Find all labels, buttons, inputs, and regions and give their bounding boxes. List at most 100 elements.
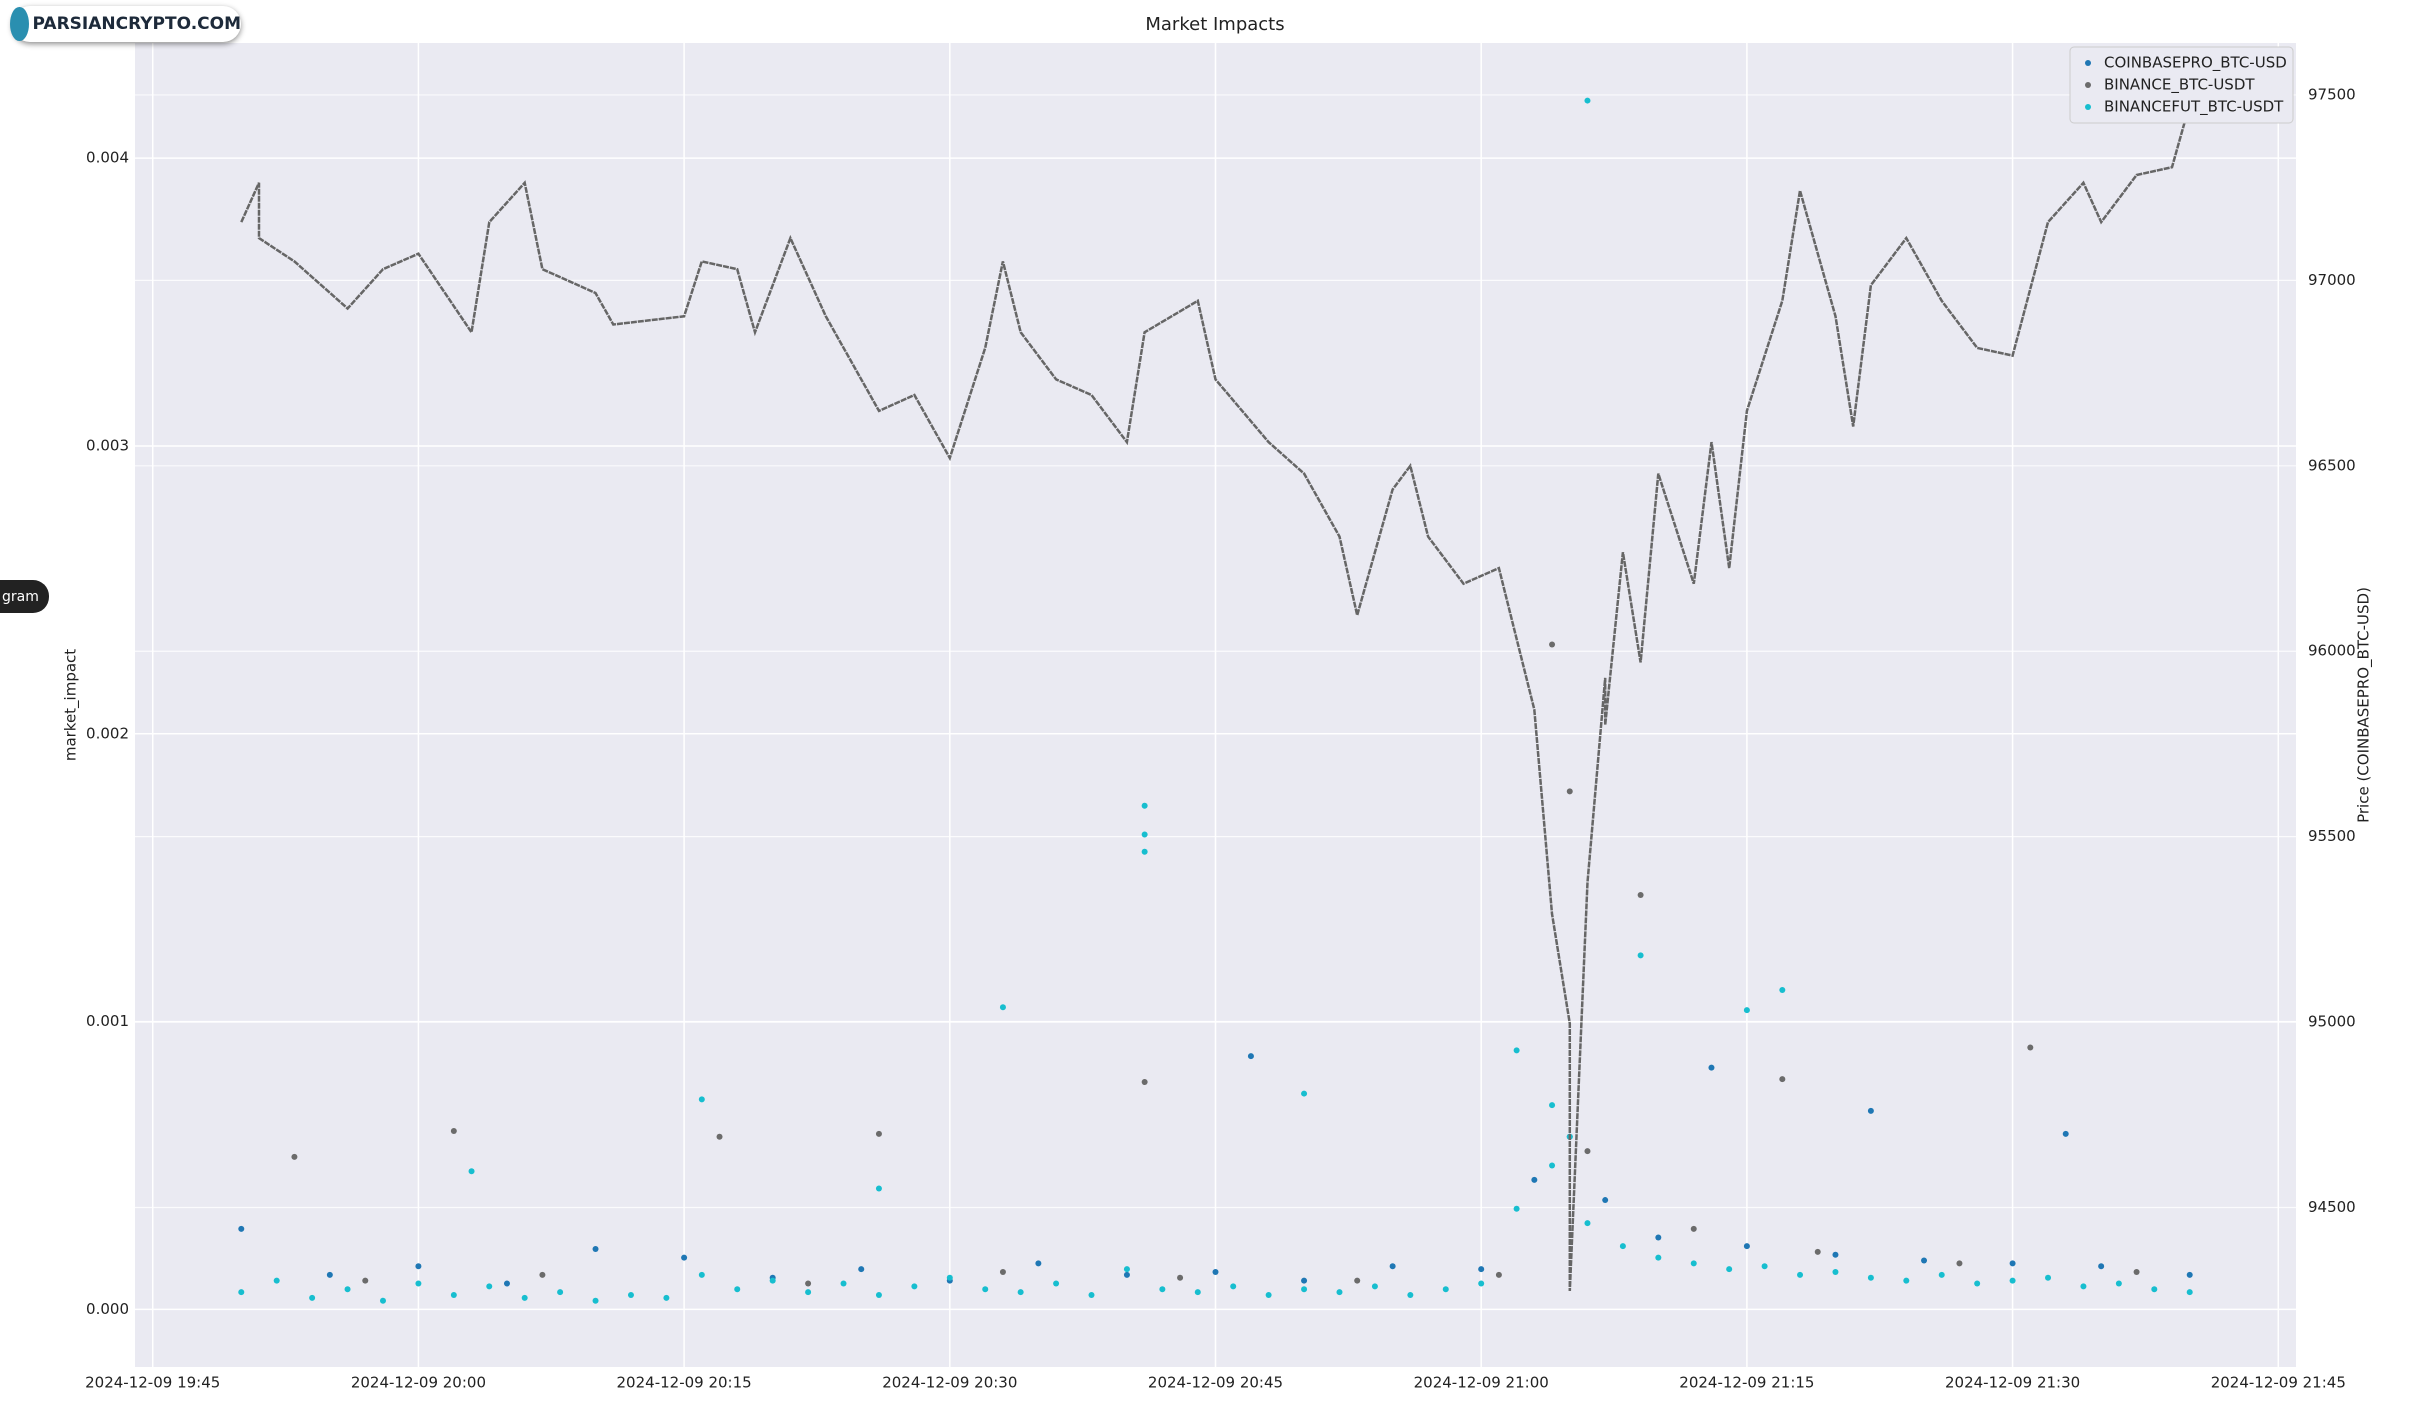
scatter-point [486, 1283, 493, 1290]
logo-icon [10, 7, 29, 41]
x-tick-label: 2024-12-09 20:30 [882, 1374, 1017, 1392]
y-tick-label: 0.001 [86, 1012, 129, 1030]
watermark-text: PARSIANCRYPTO.COM [32, 14, 241, 34]
scatter-point [1301, 1277, 1308, 1284]
scatter-point [1194, 1289, 1201, 1296]
scatter-point [1371, 1283, 1378, 1290]
scatter-point [999, 1004, 1006, 1011]
scatter-point [521, 1294, 528, 1301]
scatter-point [1141, 1079, 1148, 1086]
scatter-point [2062, 1130, 2069, 1137]
scatter-point [1779, 986, 1786, 993]
scatter-point [716, 1133, 723, 1140]
scatter-point [344, 1286, 351, 1293]
scatter-point [1407, 1292, 1414, 1299]
scatter-point [503, 1280, 510, 1287]
scatter-point [450, 1127, 457, 1134]
scatter-point [379, 1297, 386, 1304]
scatter-point [1637, 891, 1644, 898]
scatter-point [1832, 1269, 1839, 1276]
scatter-point [1814, 1248, 1821, 1255]
scatter-point [1797, 1271, 1804, 1278]
y2-axis-label: Price (COINBASEPRO_BTC-USD) [2355, 587, 2374, 823]
scatter-point [592, 1245, 599, 1252]
x-tick-label: 2024-12-09 19:45 [85, 1374, 220, 1392]
legend-label: BINANCEFUT_BTC-USDT [2104, 98, 2284, 117]
x-tick-label: 2024-12-09 21:45 [2211, 1374, 2346, 1392]
scatter-point [875, 1292, 882, 1299]
scatter-point [1265, 1292, 1272, 1299]
scatter-point [1779, 1076, 1786, 1083]
scatter-point [1655, 1234, 1662, 1241]
scatter-point [1549, 641, 1556, 648]
scatter-point [999, 1269, 1006, 1276]
scatter-point [2098, 1263, 2105, 1270]
price-line [240, 103, 2191, 1292]
x-tick-label: 2024-12-09 20:00 [351, 1374, 486, 1392]
scatter-point [982, 1286, 989, 1293]
scatter-point [238, 1289, 245, 1296]
scatter-point [1177, 1274, 1184, 1281]
scatter-point [698, 1271, 705, 1278]
scatter-point [1761, 1263, 1768, 1270]
scatter-point [450, 1292, 457, 1299]
scatter-point [1549, 1162, 1556, 1169]
scatter-point [291, 1153, 298, 1160]
scatter-point [2115, 1280, 2122, 1287]
scatter-point [1938, 1271, 1945, 1278]
scatter-point [238, 1225, 245, 1232]
x-tick-label: 2024-12-09 21:30 [1945, 1374, 2080, 1392]
scatter-point [681, 1254, 688, 1261]
legend-marker [2085, 82, 2091, 88]
scatter-point [1035, 1260, 1042, 1267]
scatter-point [1956, 1260, 1963, 1267]
scatter-point [875, 1130, 882, 1137]
side-tab[interactable]: gram [0, 580, 49, 613]
scatter-point [1478, 1266, 1485, 1273]
scatter-point [1726, 1266, 1733, 1273]
scatter-point [805, 1289, 812, 1296]
scatter-point [2080, 1283, 2087, 1290]
scatter-point [1619, 1243, 1626, 1250]
y-tick-label: 0.002 [86, 724, 129, 742]
scatter-point [1974, 1280, 1981, 1287]
legend-label: COINBASEPRO_BTC-USD [2104, 54, 2287, 73]
scatter-point [2009, 1277, 2016, 1284]
scatter-point [1584, 97, 1591, 104]
scatter-point [1655, 1254, 1662, 1261]
scatter-point [1212, 1269, 1219, 1276]
y2-tick-label: 94500 [2308, 1198, 2356, 1216]
chart-title: Market Impacts [1145, 14, 1284, 35]
scatter-point [1566, 788, 1573, 795]
scatter-point [1832, 1251, 1839, 1258]
scatter-point [769, 1277, 776, 1284]
legend-marker [2085, 60, 2091, 66]
scatter-point [1088, 1292, 1095, 1299]
scatter-point [415, 1263, 422, 1270]
scatter-point [1921, 1257, 1928, 1264]
scatter-point [1495, 1271, 1502, 1278]
scatter-point [309, 1294, 316, 1301]
scatter-point [2045, 1274, 2052, 1281]
scatter-point [362, 1277, 369, 1284]
scatter-point [592, 1297, 599, 1304]
scatter-point [2133, 1269, 2140, 1276]
scatter-point [1141, 848, 1148, 855]
scatter-point [911, 1283, 918, 1290]
scatter-point [2027, 1044, 2034, 1051]
watermark[interactable]: PARSIANCRYPTO.COM [10, 6, 241, 42]
scatter-point [1336, 1289, 1343, 1296]
y2-tick-label: 96000 [2308, 642, 2356, 660]
scatter-point [1230, 1283, 1237, 1290]
scatter-point [1123, 1266, 1130, 1273]
scatter-point [1743, 1243, 1750, 1250]
scatter-point [1903, 1277, 1910, 1284]
scatter-point [663, 1294, 670, 1301]
scatter-point [1584, 1220, 1591, 1227]
y2-tick-label: 96500 [2308, 456, 2356, 474]
x-tick-label: 2024-12-09 21:00 [1414, 1374, 1549, 1392]
scatter-point [2186, 1289, 2193, 1296]
scatter-point [1053, 1280, 1060, 1287]
scatter-point [1867, 1274, 1874, 1281]
scatter-point [1513, 1205, 1520, 1212]
